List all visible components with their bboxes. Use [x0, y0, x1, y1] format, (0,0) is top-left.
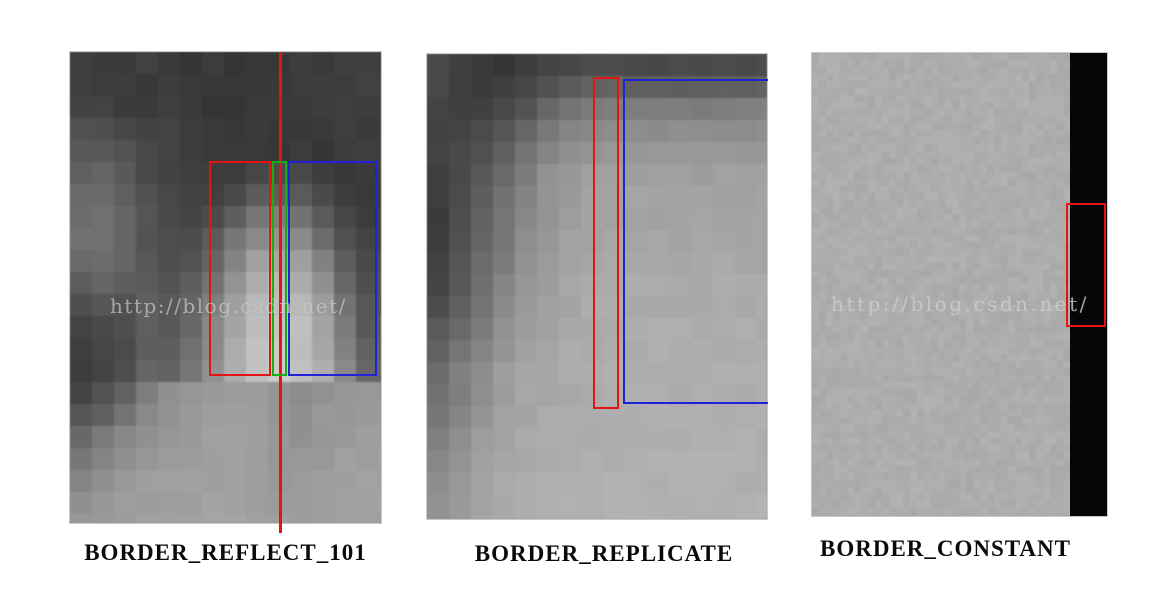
panel-border-constant [812, 53, 1107, 516]
pixel-image-constant [812, 53, 1107, 516]
pixel-image-replicate [427, 54, 767, 519]
caption-border-constant: BORDER_CONSTANT [820, 536, 1071, 561]
caption-border-reflect-101: BORDER_REFLECT_101 [84, 540, 367, 565]
caption-border-replicate: BORDER_REPLICATE [474, 541, 734, 566]
pixel-image-reflect-101 [70, 52, 381, 523]
panel-border-reflect-101 [70, 52, 381, 523]
panel-border-replicate [427, 54, 767, 519]
